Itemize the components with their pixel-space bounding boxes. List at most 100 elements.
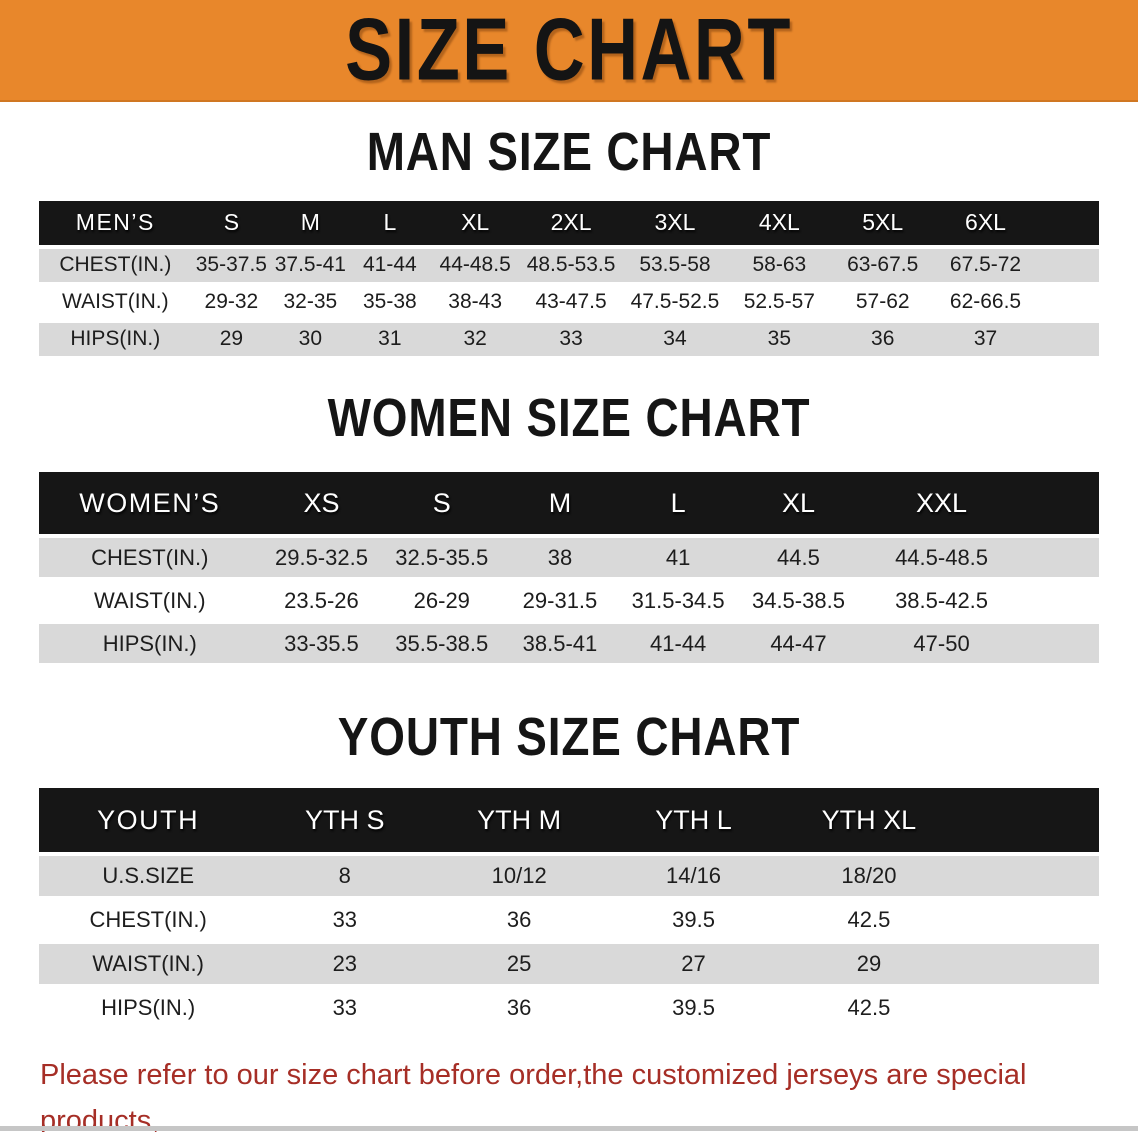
size-value-cell: 37 [934,318,1037,356]
size-value-cell: 33 [257,896,433,943]
size-value-cell: 35-37.5 [191,244,272,284]
womens-size-table-container: WOMEN’S XS S M L XL XXL CHEST(IN.) 29.5-32.5 32.5… [0,472,1138,664]
women-size-chart-section-heading: WOMEN SIZE CHART [0,387,1138,448]
size-table-header-row: WOMEN’S XS S M L XL XXL [39,472,1099,537]
size-value-cell: 33 [520,318,622,356]
womens-size-table: WOMEN’S XS S M L XL XXL CHEST(IN.) 29.5-32.5 32.5… [39,472,1099,664]
measurement-row-label: CHEST(IN.) [39,534,261,580]
size-value-cell: 39.5 [606,896,781,943]
size-column-header: YTH XL [780,788,957,855]
measurement-row-label: HIPS(IN.) [39,620,261,664]
table-row: CHEST(IN.) 29.5-32.5 32.5-35.5 38 41 44.5 44.5… [39,534,1099,580]
size-column-header: 2XL [520,200,622,247]
table-row: CHEST(IN.) 35-37.5 37.5-41 41-44 44-48.5 48.5… [39,244,1099,284]
size-column-header: XL [430,200,521,247]
size-column-header: 5XL [830,200,935,247]
table-row: WAIST(IN.) 23 25 27 29 [39,940,1099,987]
measurement-row-label: WAIST(IN.) [39,940,258,987]
size-value-cell: 41 [618,534,738,580]
size-value-cell: 33-35.5 [260,620,383,664]
size-value-cell: 27 [606,940,781,987]
size-value-cell: 42.5 [780,896,957,943]
measurement-row-label: HIPS(IN.) [39,984,258,1029]
size-value-cell: 31.5-34.5 [618,577,738,623]
header-filler-cell [956,788,1099,855]
youth-size-chart-heading-text: YOUTH SIZE CHART [337,707,801,768]
size-value-cell: 32-35 [271,281,350,321]
table-row: HIPS(IN.) 33-35.5 35.5-38.5 38.5-41 41-44 44-… [39,620,1099,664]
size-value-cell: 8 [257,852,433,899]
measurement-row-label: WAIST(IN.) [39,281,192,321]
size-value-cell: 37.5-41 [271,244,350,284]
size-value-cell: 29 [191,318,272,356]
row-filler-cell [956,940,1099,987]
size-value-cell: 41-44 [349,244,431,284]
size-value-cell: 38.5-41 [501,620,619,664]
size-value-cell: 29-31.5 [501,577,619,623]
header-filler-cell [1036,200,1099,247]
size-value-cell: 18/20 [780,852,957,899]
size-value-cell: 62-66.5 [934,281,1037,321]
bottom-edge-strip [0,1126,1138,1131]
size-value-cell: 30 [271,318,350,356]
mens-size-table-container: MEN’S S M L XL 2XL 3XL 4XL 5XL 6XL CHEST(IN.) 35-37… [0,200,1138,356]
size-value-cell: 35 [727,318,831,356]
size-value-cell: 42.5 [780,984,957,1029]
size-column-header: YTH M [432,788,607,855]
size-column-header: S [382,472,502,537]
size-value-cell: 38.5-42.5 [859,577,1024,623]
man-size-chart-heading-text: MAN SIZE CHART [366,122,772,182]
size-value-cell: 14/16 [606,852,781,899]
size-value-cell: 53.5-58 [621,244,728,284]
size-value-cell: 36 [432,896,607,943]
measurement-row-label: WAIST(IN.) [39,577,261,623]
youth-size-table: YOUTH YTH S YTH M YTH L YTH XL U.S.SIZE 8 10/12… [39,788,1099,1029]
row-filler-cell [1023,577,1099,623]
disclaimer-line-1: Please refer to our size chart before or… [40,1059,1027,1132]
measurement-row-label: CHEST(IN.) [39,244,192,284]
man-size-chart-section-heading: MAN SIZE CHART [0,124,1138,181]
size-value-cell: 38 [501,534,619,580]
table-group-label: MEN’S [39,200,192,247]
size-value-cell: 33 [257,984,433,1029]
size-value-cell: 67.5-72 [934,244,1037,284]
size-value-cell: 26-29 [382,577,502,623]
size-table-header-row: MEN’S S M L XL 2XL 3XL 4XL 5XL 6XL [39,200,1099,247]
size-value-cell: 10/12 [432,852,607,899]
youth-size-chart-section-heading: YOUTH SIZE CHART [0,709,1138,766]
size-value-cell: 32 [430,318,521,356]
size-value-cell: 36 [432,984,607,1029]
row-filler-cell [956,896,1099,943]
size-chart-title: SIZE CHART [345,1,793,99]
mens-size-table: MEN’S S M L XL 2XL 3XL 4XL 5XL 6XL CHEST(IN.) 35-37… [39,200,1099,356]
measurement-row-label: CHEST(IN.) [39,896,258,943]
table-row: U.S.SIZE 8 10/12 14/16 18/20 [39,852,1099,899]
size-value-cell: 47.5-52.5 [621,281,728,321]
row-filler-cell [1036,318,1099,356]
size-value-cell: 25 [432,940,607,987]
size-value-cell: 35-38 [349,281,431,321]
table-group-label: WOMEN’S [39,472,261,537]
size-value-cell: 38-43 [430,281,521,321]
size-column-header: XL [737,472,860,537]
size-value-cell: 31 [349,318,431,356]
size-value-cell: 52.5-57 [727,281,831,321]
size-value-cell: 48.5-53.5 [520,244,622,284]
size-value-cell: 44.5 [737,534,860,580]
size-value-cell: 44-47 [737,620,860,664]
row-filler-cell [1023,620,1099,664]
size-value-cell: 57-62 [830,281,935,321]
women-size-chart-heading-text: WOMEN SIZE CHART [327,387,811,448]
size-table-header-row: YOUTH YTH S YTH M YTH L YTH XL [39,788,1099,855]
size-value-cell: 58-63 [727,244,831,284]
size-value-cell: 41-44 [618,620,738,664]
size-column-header: M [271,200,350,247]
size-value-cell: 44.5-48.5 [859,534,1024,580]
size-column-header: L [618,472,738,537]
size-value-cell: 23.5-26 [260,577,383,623]
size-column-header: L [349,200,431,247]
size-value-cell: 39.5 [606,984,781,1029]
youth-size-table-container: YOUTH YTH S YTH M YTH L YTH XL U.S.SIZE 8 10/12… [0,788,1138,1029]
row-filler-cell [1023,534,1099,580]
size-value-cell: 34 [621,318,728,356]
